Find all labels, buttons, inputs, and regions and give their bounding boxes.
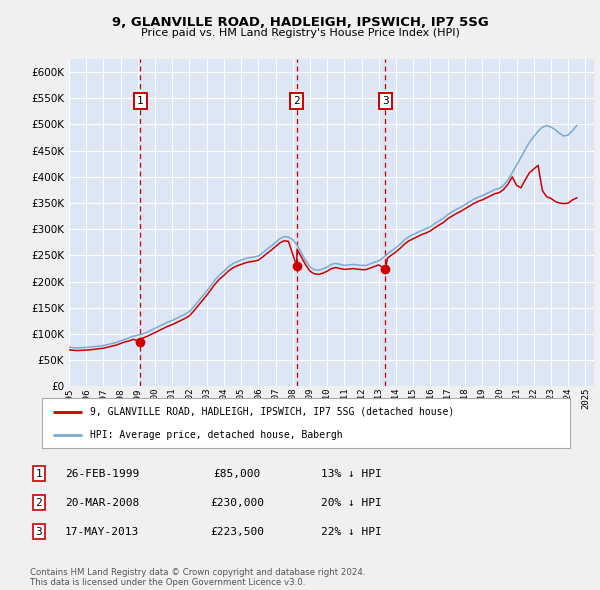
Text: 2: 2 — [35, 498, 43, 507]
Text: 3: 3 — [382, 96, 389, 106]
Text: 20% ↓ HPI: 20% ↓ HPI — [320, 498, 382, 507]
Text: 26-FEB-1999: 26-FEB-1999 — [65, 469, 139, 478]
Text: £230,000: £230,000 — [210, 498, 264, 507]
Text: 9, GLANVILLE ROAD, HADLEIGH, IPSWICH, IP7 5SG (detached house): 9, GLANVILLE ROAD, HADLEIGH, IPSWICH, IP… — [89, 407, 454, 417]
Text: £85,000: £85,000 — [214, 469, 260, 478]
Text: 1: 1 — [137, 96, 144, 106]
Text: 22% ↓ HPI: 22% ↓ HPI — [320, 527, 382, 536]
Text: 17-MAY-2013: 17-MAY-2013 — [65, 527, 139, 536]
Text: Price paid vs. HM Land Registry's House Price Index (HPI): Price paid vs. HM Land Registry's House … — [140, 28, 460, 38]
Text: HPI: Average price, detached house, Babergh: HPI: Average price, detached house, Babe… — [89, 430, 342, 440]
Text: Contains HM Land Registry data © Crown copyright and database right 2024.
This d: Contains HM Land Registry data © Crown c… — [30, 568, 365, 587]
Text: 1: 1 — [35, 469, 43, 478]
Text: 9, GLANVILLE ROAD, HADLEIGH, IPSWICH, IP7 5SG: 9, GLANVILLE ROAD, HADLEIGH, IPSWICH, IP… — [112, 16, 488, 29]
Text: 20-MAR-2008: 20-MAR-2008 — [65, 498, 139, 507]
Text: 3: 3 — [35, 527, 43, 536]
Text: £223,500: £223,500 — [210, 527, 264, 536]
Text: 2: 2 — [293, 96, 300, 106]
Text: 13% ↓ HPI: 13% ↓ HPI — [320, 469, 382, 478]
